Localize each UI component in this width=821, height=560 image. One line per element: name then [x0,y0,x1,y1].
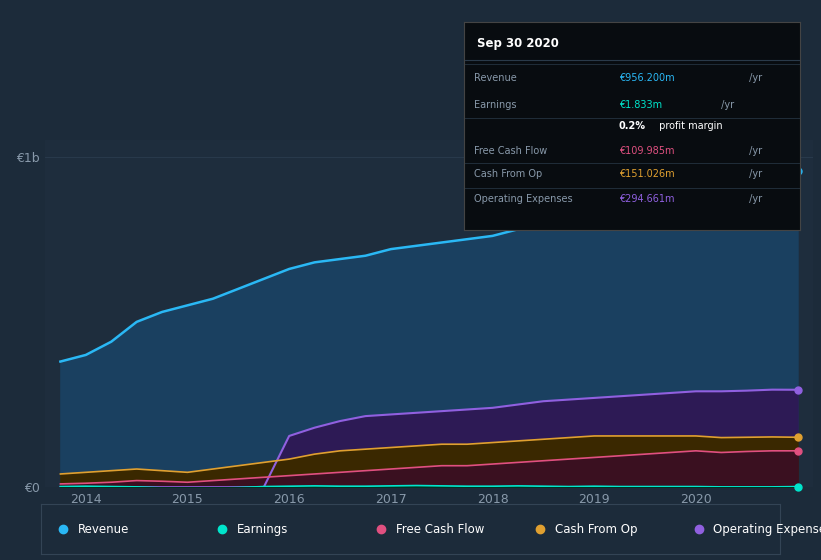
Bar [696,140,782,487]
Text: Operating Expenses: Operating Expenses [474,194,572,203]
Text: 0.2%: 0.2% [619,121,645,131]
Text: Free Cash Flow: Free Cash Flow [396,522,484,536]
Text: /yr: /yr [746,146,762,156]
Text: /yr: /yr [746,169,762,179]
Text: /yr: /yr [746,194,762,203]
Text: Operating Expenses: Operating Expenses [713,522,821,536]
Text: €109.985m: €109.985m [619,146,674,156]
Text: Earnings: Earnings [237,522,288,536]
Text: Revenue: Revenue [78,522,130,536]
Text: €1.833m: €1.833m [619,100,662,110]
Text: /yr: /yr [718,100,734,110]
Text: €956.200m: €956.200m [619,73,674,83]
Text: Revenue: Revenue [474,73,516,83]
Text: Free Cash Flow: Free Cash Flow [474,146,548,156]
Text: Earnings: Earnings [474,100,516,110]
Text: Cash From Op: Cash From Op [555,522,637,536]
Text: Cash From Op: Cash From Op [474,169,542,179]
Text: Sep 30 2020: Sep 30 2020 [477,37,559,50]
Text: /yr: /yr [746,73,762,83]
Text: €151.026m: €151.026m [619,169,674,179]
Text: €294.661m: €294.661m [619,194,674,203]
Text: profit margin: profit margin [656,121,722,131]
